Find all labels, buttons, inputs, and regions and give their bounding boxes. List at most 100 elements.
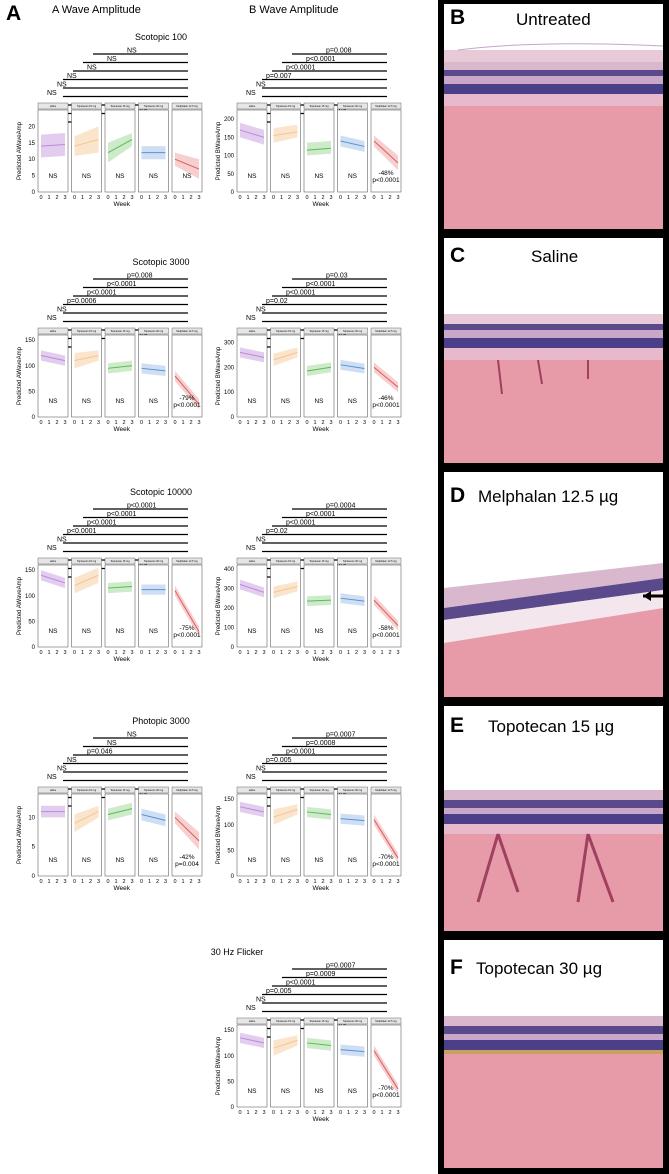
x-tick-label: 2	[189, 195, 192, 201]
confidence-band	[74, 350, 99, 369]
x-tick-label: 1	[246, 1110, 249, 1116]
facet-strip	[171, 327, 203, 335]
x-tick-label: 2	[122, 420, 125, 426]
y-tick-label: 0	[231, 190, 235, 196]
facet-strip	[370, 102, 402, 110]
confidence-band	[175, 811, 199, 850]
facet-strip	[138, 786, 169, 794]
x-tick-label: 0	[272, 650, 275, 656]
y-tick-label: 0	[32, 190, 36, 196]
x-tick-label: 3	[97, 195, 100, 201]
facet-strip	[37, 786, 69, 794]
x-tick-label: 0	[238, 420, 241, 426]
x-tick-label: 1	[181, 195, 184, 201]
x-tick-label: 3	[197, 195, 200, 201]
facet-label: Topotecan 15 mg	[77, 105, 97, 108]
series-line	[273, 351, 298, 361]
significance-label: NS	[246, 774, 256, 781]
facet-label: saline	[249, 560, 256, 563]
x-tick-label: 0	[305, 1110, 308, 1116]
x-tick-label: 1	[47, 420, 50, 426]
y-axis-label: Predicted BWaveAmp	[216, 1036, 222, 1095]
facet-annotation: p<0.0001	[372, 632, 400, 639]
facet-label: Topotecan 15 mg	[276, 789, 296, 792]
histology-panel-d	[438, 468, 669, 702]
significance-label: p<0.0001	[286, 520, 315, 527]
series-line	[239, 806, 265, 813]
x-tick-label: 3	[63, 879, 66, 885]
facet-panel	[71, 334, 102, 418]
facet-label: saline	[249, 105, 256, 108]
y-tick-label: 300	[224, 586, 235, 592]
series-line	[40, 355, 66, 362]
significance-label: p=0.02	[266, 528, 288, 535]
retina-section-image	[444, 4, 664, 229]
x-tick-label: 1	[347, 1110, 350, 1116]
series-line	[273, 585, 298, 593]
significance-label: p<0.0001	[107, 511, 136, 518]
facet-strip	[71, 557, 102, 565]
histology-panel-e	[438, 702, 669, 936]
significance-label: p=0.008	[127, 273, 153, 280]
significance-label: NS	[256, 82, 266, 89]
significance-label: p=0.03	[326, 273, 348, 280]
x-tick-label: 2	[355, 879, 358, 885]
x-tick-label: 1	[280, 879, 283, 885]
y-tick-label: 0	[32, 415, 36, 421]
significance-label: p=0.0007	[326, 963, 355, 970]
confidence-band	[307, 140, 331, 156]
facet-annotation: p<0.0001	[173, 632, 201, 639]
y-axis-label: Predicted AWaveAmp	[17, 346, 23, 405]
x-tick-label: 0	[173, 195, 176, 201]
x-tick-label: 3	[164, 195, 167, 201]
facet-annotation: NS	[314, 628, 324, 635]
facet-label: Topotecan 30 mg	[343, 330, 363, 333]
facet-annotation: p<0.0001	[372, 177, 400, 184]
x-tick-label: 0	[73, 650, 76, 656]
x-axis-label: Week	[114, 656, 131, 663]
series-line	[306, 811, 332, 815]
significance-label: NS	[57, 766, 67, 773]
y-tick-label: 0	[231, 874, 235, 880]
chart-title: Scotopic 3000	[132, 257, 189, 267]
x-tick-label: 0	[39, 420, 42, 426]
significance-label: p=0.0008	[306, 740, 335, 747]
facet-label: Melphalan 12.5 mg	[176, 789, 198, 792]
facet-strip	[138, 327, 169, 335]
facet-annotation: NS	[247, 1088, 257, 1095]
series-line	[239, 584, 265, 593]
facet-annotation: NS	[115, 628, 125, 635]
facet-annotation: NS	[247, 628, 257, 635]
facet-strip	[370, 557, 402, 565]
x-tick-label: 1	[246, 879, 249, 885]
facet-annotation: NS	[115, 398, 125, 405]
x-tick-label: 1	[47, 195, 50, 201]
histology-d-letter: D	[450, 484, 466, 507]
significance-label: NS	[47, 774, 57, 781]
facet-label: saline	[50, 560, 57, 563]
facet-annotation: NS	[348, 173, 358, 180]
x-tick-label: 2	[388, 1110, 391, 1116]
y-axis-label: Predicted AWaveAmp	[17, 121, 23, 180]
facet-label: saline	[50, 330, 57, 333]
series-line	[107, 365, 133, 369]
facet-annotation: -79%	[179, 395, 194, 402]
facet-annotation: NS	[281, 1088, 291, 1095]
facet-label: Topotecan 15 mg	[77, 330, 97, 333]
facet-annotation: NS	[348, 857, 358, 864]
facet-strip	[138, 102, 169, 110]
facet-strip	[337, 786, 368, 794]
significance-label: p<0.0001	[286, 65, 315, 72]
confidence-band	[273, 1035, 298, 1056]
facet-label: Melphalan 12.5 mg	[375, 330, 397, 333]
significance-label: p<0.0001	[306, 56, 335, 63]
facet-strip	[104, 557, 136, 565]
x-tick-label: 2	[388, 420, 391, 426]
facet-label: Topotecan 15 mg	[276, 105, 296, 108]
histology-e-title: Topotecan 15 µg	[488, 717, 615, 736]
x-tick-label: 2	[89, 879, 92, 885]
x-tick-label: 3	[164, 879, 167, 885]
facet-strip	[337, 327, 368, 335]
facet-strip	[337, 557, 368, 565]
facet-label: Topotecan 15 mg	[309, 560, 329, 563]
